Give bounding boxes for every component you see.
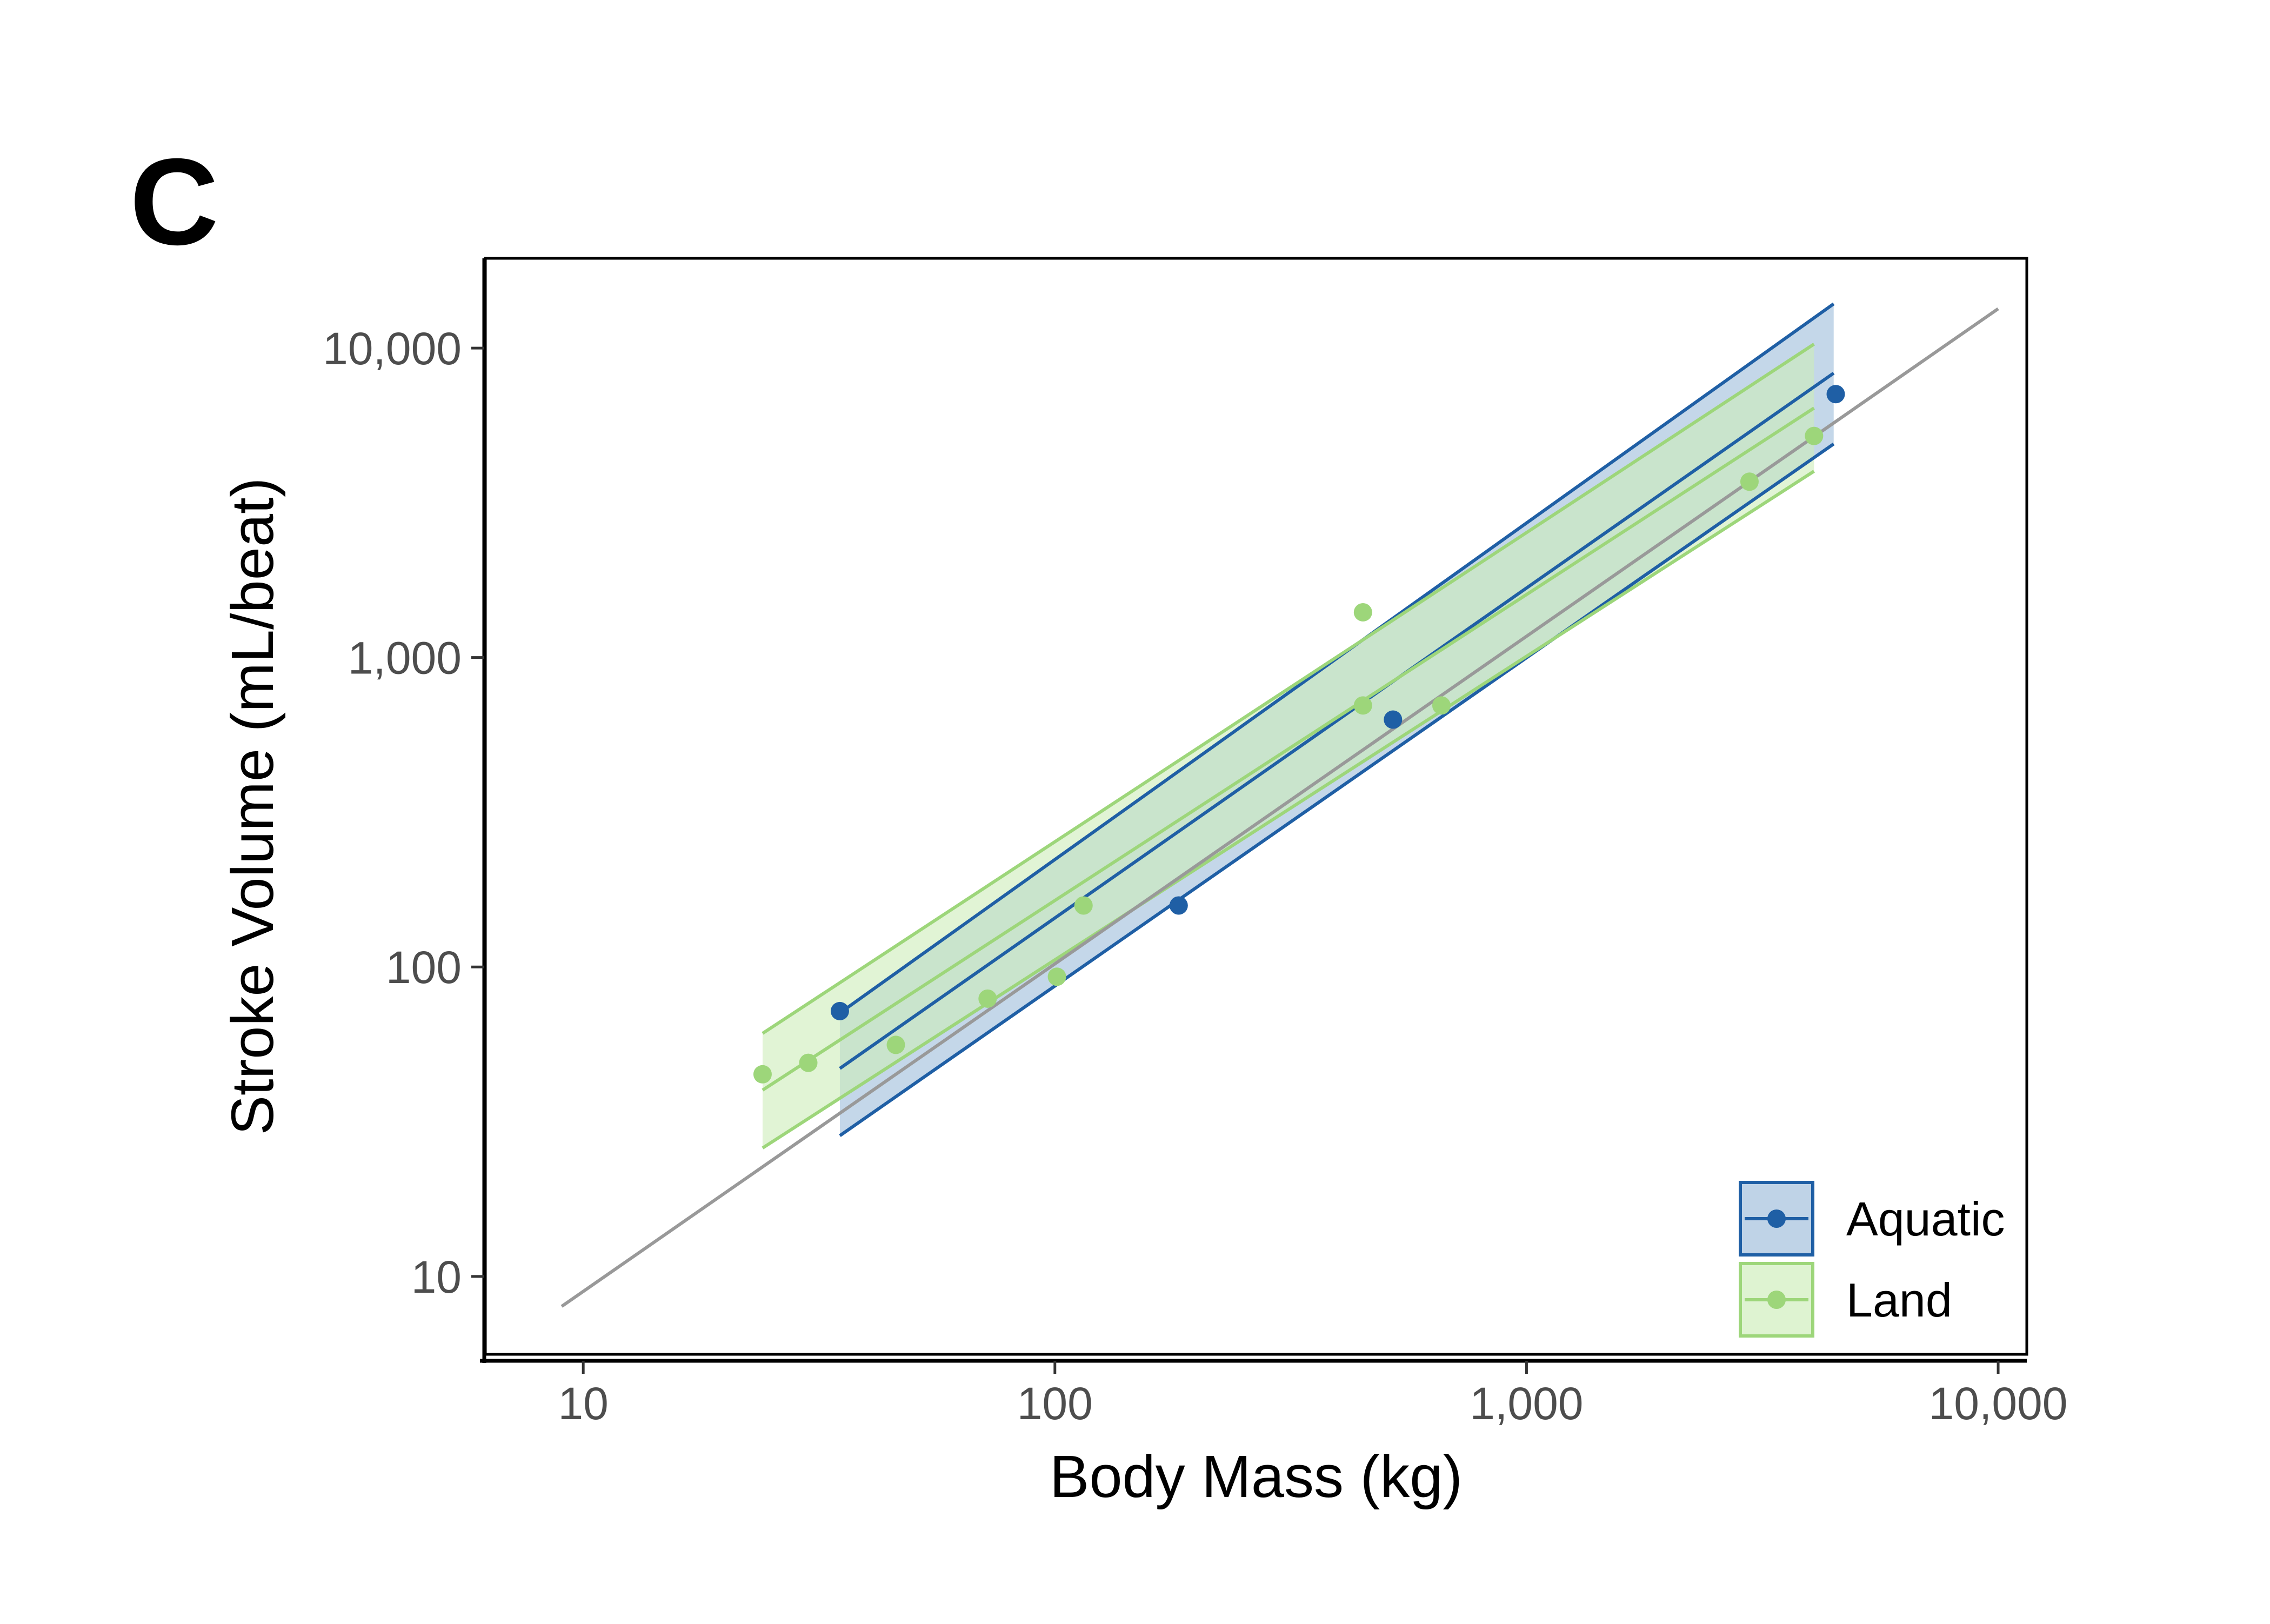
reference-line	[560, 307, 1999, 1308]
data-point-land	[799, 1053, 818, 1072]
data-point-aquatic	[1169, 896, 1188, 915]
legend-label-aquatic: Aquatic	[1846, 1192, 2005, 1246]
data-point-aquatic	[830, 1001, 849, 1020]
data-point-land	[1740, 472, 1759, 491]
panel-label: C	[130, 133, 219, 271]
x-tick-label: 100	[1017, 1378, 1093, 1429]
data-point-land	[1353, 603, 1372, 621]
y-tick-label: 100	[386, 942, 462, 993]
y-tick-label: 10	[411, 1252, 462, 1302]
data-point-land	[978, 989, 997, 1008]
legend-label-land: Land	[1846, 1273, 1952, 1327]
x-tick-label: 1,000	[1470, 1378, 1583, 1429]
data-point-land	[1047, 967, 1066, 986]
plot-area	[560, 302, 1999, 1308]
band-upper-edge-land	[762, 343, 1815, 1035]
x-axis-title: Body Mass (kg)	[1050, 1443, 1463, 1510]
y-tick-label: 10,000	[323, 323, 462, 374]
x-tick-label: 10,000	[1929, 1378, 2068, 1429]
fit-line-aquatic	[839, 371, 1835, 1070]
data-point-land	[1353, 696, 1372, 715]
legend-marker-land	[1767, 1291, 1786, 1309]
data-point-aquatic	[1384, 710, 1403, 729]
legend-marker-aquatic	[1767, 1209, 1786, 1228]
data-point-aquatic	[1826, 385, 1845, 404]
data-point-land	[1074, 896, 1093, 915]
band-lower-edge-land	[762, 470, 1815, 1150]
data-point-land	[1805, 426, 1824, 445]
y-tick-label: 1,000	[348, 633, 462, 684]
legend: Aquatic Land	[1739, 1181, 2005, 1338]
axes: 10 100 1,000 10,000 10 100 1,000 10,000	[323, 258, 2067, 1429]
band-lower-edge-aquatic	[839, 442, 1835, 1137]
data-point-land	[753, 1065, 772, 1084]
fit-line-land	[762, 406, 1815, 1092]
confidence-band-land	[762, 344, 1814, 1148]
data-point-land	[1432, 696, 1451, 715]
data-point-land	[886, 1035, 905, 1054]
y-axis-title: Stroke Volume (mL/beat)	[219, 478, 286, 1135]
x-tick-label: 10	[558, 1378, 608, 1429]
